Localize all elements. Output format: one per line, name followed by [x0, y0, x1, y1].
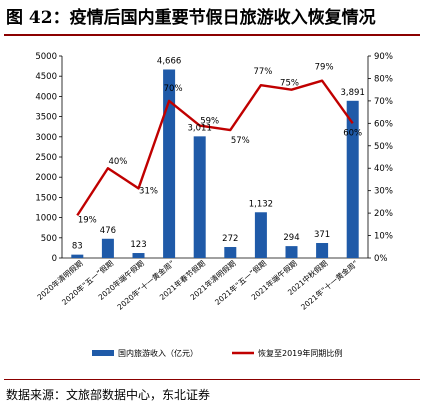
line-value-label: 60% — [343, 128, 362, 138]
line-value-label: 70% — [164, 84, 183, 94]
line-series — [76, 79, 354, 217]
bar — [163, 69, 176, 259]
bar-value-label: 1,132 — [249, 199, 273, 209]
legend-bar-swatch — [92, 350, 114, 356]
chart-axes: 0 500 1000 1500 2000 2500 3000 3500 4000 4500 5000… — [35, 52, 393, 312]
bar — [101, 238, 114, 258]
bar-value-label: 3,011 — [188, 123, 212, 133]
legend-line-label: 恢复至2019年同期比例 — [258, 348, 342, 358]
bar — [224, 247, 237, 258]
line-value-label: 79% — [315, 63, 334, 73]
right-tick-label: 30% — [374, 187, 393, 197]
source-rule — [4, 379, 420, 380]
bar-value-label: 123 — [130, 240, 146, 250]
left-tick-label: 1500 — [35, 193, 57, 203]
left-tick-label: 3500 — [35, 113, 57, 123]
line-value-label: 31% — [139, 186, 158, 196]
bar-series — [71, 69, 359, 259]
left-tick-label: 5000 — [35, 52, 57, 62]
bar-value-label: 83 — [72, 242, 83, 252]
x-tick-label: 2021年“十一黄金周” — [299, 258, 361, 312]
right-tick-label: 80% — [374, 74, 393, 84]
left-tick-label: 2500 — [35, 153, 57, 163]
x-tick-label: 2021年“五一”假期 — [212, 258, 268, 307]
bar-value-label: 4,666 — [157, 56, 181, 66]
right-tick-label: 40% — [374, 164, 393, 174]
bar — [285, 246, 298, 258]
chart: 0 500 1000 1500 2000 2500 3000 3500 4000 4500 5000… — [35, 52, 393, 358]
left-tick-label: 500 — [41, 234, 57, 244]
data-labels: 83 476 123 4,666 3,011 272 1,132 294 371 3,891 19%… — [72, 56, 365, 251]
bar-value-label: 3,891 — [341, 88, 365, 98]
left-tick-label: 3000 — [35, 133, 57, 143]
bar — [193, 136, 206, 258]
line-value-label: 59% — [200, 117, 219, 127]
left-tick-label: 2000 — [35, 173, 57, 183]
bar-value-label: 371 — [314, 230, 330, 240]
x-tick-label: 2020年“十一黄金周” — [115, 258, 177, 312]
bar-value-label: 476 — [100, 226, 116, 236]
bar-value-label: 272 — [222, 234, 238, 244]
source-note: 数据来源：文旅部数据中心，东北证券 — [6, 388, 211, 402]
title-rule — [4, 34, 420, 36]
right-tick-label: 60% — [374, 119, 393, 129]
legend-bar-label: 国内旅游收入（亿元） — [118, 348, 198, 358]
line-path — [76, 79, 354, 217]
figure-title: 图 42：疫情后国内重要节假日旅游收入恢复情况 — [6, 8, 376, 28]
bar — [254, 212, 267, 258]
bar — [316, 243, 329, 258]
right-tick-label: 0% — [374, 254, 388, 264]
line-value-label: 19% — [78, 215, 97, 225]
bar — [71, 254, 84, 258]
left-tick-label: 4500 — [35, 72, 57, 82]
right-tick-label: 50% — [374, 142, 393, 152]
x-tick-label: 2020年“五一”假期 — [59, 258, 115, 307]
line-value-label: 57% — [231, 136, 250, 146]
right-tick-label: 70% — [374, 97, 393, 107]
legend: 国内旅游收入（亿元） 恢复至2019年同期比例 — [92, 348, 342, 358]
right-tick-label: 20% — [374, 209, 393, 219]
left-tick-label: 0 — [52, 254, 57, 264]
bar-value-label: 294 — [283, 233, 299, 243]
line-value-label: 40% — [108, 157, 127, 167]
left-tick-label: 4000 — [35, 92, 57, 102]
left-tick-label: 1000 — [35, 214, 57, 224]
line-value-label: 77% — [253, 67, 272, 77]
right-tick-label: 90% — [374, 52, 393, 62]
right-tick-label: 10% — [374, 232, 393, 242]
bar — [132, 253, 145, 258]
bar — [346, 100, 359, 259]
line-value-label: 75% — [280, 79, 299, 89]
